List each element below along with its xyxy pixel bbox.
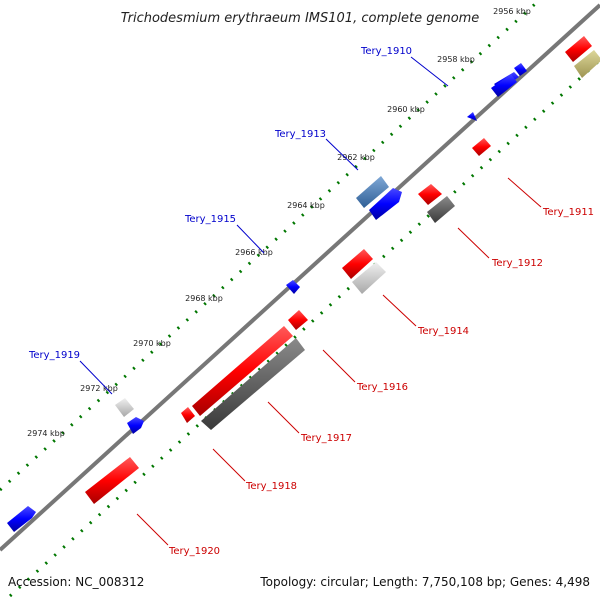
cds-feature[interactable] bbox=[369, 188, 402, 220]
cds-feature[interactable] bbox=[201, 338, 305, 430]
cds-feature[interactable] bbox=[491, 74, 517, 97]
accession-label: Accession: NC_008312 bbox=[8, 575, 144, 589]
cds-feature[interactable] bbox=[286, 280, 300, 294]
cds-feature[interactable] bbox=[85, 457, 139, 504]
inner-dotted-track bbox=[8, 58, 600, 598]
cds-feature[interactable] bbox=[418, 184, 442, 205]
gene-label-tery-1911[interactable]: Tery_1911 bbox=[542, 207, 594, 218]
tick-label: 2964 kbp bbox=[287, 201, 325, 210]
cds-feature[interactable] bbox=[565, 36, 592, 62]
gene-label-tery-1915[interactable]: Tery_1915 bbox=[184, 214, 236, 225]
outer-dotted-track bbox=[0, 0, 542, 492]
gene-label-tery-1916[interactable]: Tery_1916 bbox=[356, 382, 408, 393]
gene-label-tery-1910[interactable]: Tery_1910 bbox=[360, 46, 412, 57]
gene-label-tery-1920[interactable]: Tery_1920 bbox=[168, 546, 220, 557]
cds-feature[interactable] bbox=[7, 506, 36, 532]
gene-label-tery-1913[interactable]: Tery_1913 bbox=[274, 129, 326, 140]
cds-feature[interactable] bbox=[514, 63, 527, 76]
tick-label: 2956 kbp bbox=[493, 7, 531, 16]
gene-label-tery-1917[interactable]: Tery_1917 bbox=[300, 433, 352, 444]
cds-feature[interactable] bbox=[192, 326, 293, 416]
cds-feature[interactable] bbox=[127, 417, 144, 434]
tick-label: 2962 kbp bbox=[337, 153, 375, 162]
reverse-strand-features bbox=[85, 36, 600, 504]
cds-feature[interactable] bbox=[342, 249, 373, 279]
cds-feature[interactable] bbox=[472, 138, 491, 156]
tick-label: 2968 kbp bbox=[185, 294, 223, 303]
cds-feature[interactable] bbox=[181, 407, 195, 423]
tick-label: 2960 kbp bbox=[387, 105, 425, 114]
gene-label-tery-1918[interactable]: Tery_1918 bbox=[245, 481, 297, 492]
cds-feature[interactable] bbox=[352, 262, 386, 294]
cds-feature[interactable] bbox=[356, 176, 389, 208]
cds-feature[interactable] bbox=[115, 398, 134, 417]
tick-label: 2966 kbp bbox=[235, 248, 273, 257]
map-title: Trichodesmium erythraeum IMS101, complet… bbox=[121, 11, 480, 26]
cds-feature[interactable] bbox=[467, 112, 477, 121]
cds-feature[interactable] bbox=[427, 196, 455, 223]
gene-label-tery-1914[interactable]: Tery_1914 bbox=[417, 326, 469, 337]
genome-summary: Topology: circular; Length: 7,750,108 bp… bbox=[259, 575, 590, 589]
forward-strand-features bbox=[7, 63, 527, 532]
gene-label-tery-1912[interactable]: Tery_1912 bbox=[491, 258, 543, 269]
gene-label-tery-1919[interactable]: Tery_1919 bbox=[28, 350, 80, 361]
tick-label: 2974 kbp bbox=[27, 429, 65, 438]
cds-feature[interactable] bbox=[574, 50, 600, 78]
cds-feature[interactable] bbox=[288, 310, 308, 330]
genome-backbone bbox=[0, 3, 600, 552]
tick-label: 2970 kbp bbox=[133, 339, 171, 348]
tick-label: 2972 kbp bbox=[80, 384, 118, 393]
tick-label: 2958 kbp bbox=[437, 55, 475, 64]
label-connectors bbox=[79, 56, 542, 546]
